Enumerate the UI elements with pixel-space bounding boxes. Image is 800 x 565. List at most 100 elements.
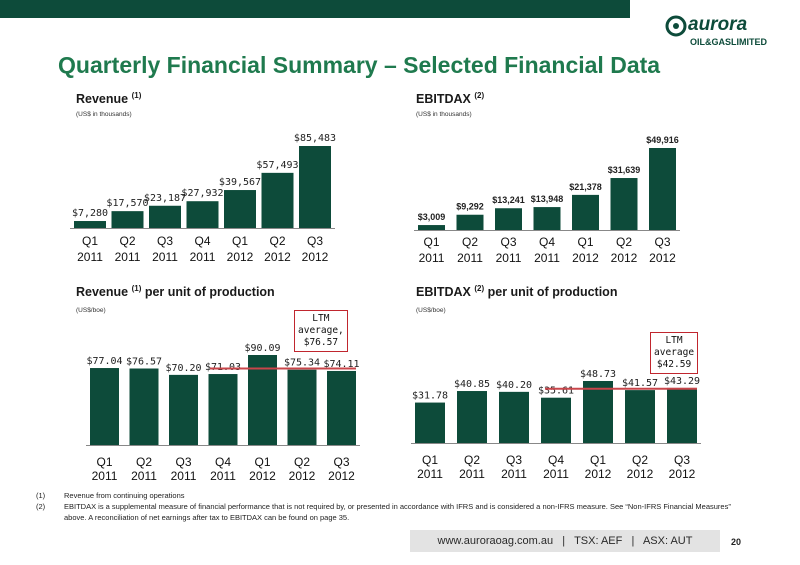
bar-q2-2011	[456, 214, 484, 230]
x-tick-quarter: Q1	[232, 234, 248, 248]
value-label: $74.11	[323, 359, 359, 370]
bar-q2-2011	[111, 211, 144, 228]
footer-contact-bar: www.auroraoag.com.au | TSX: AEF | ASX: A…	[410, 530, 720, 552]
revenue-per-unit-chart-title: Revenue (1) per unit of production	[76, 284, 275, 300]
bar-q3-2012	[299, 146, 331, 228]
ebitdax-chart-subtitle: (US$ in thousands)	[416, 111, 472, 118]
bar-q2-2012	[261, 172, 294, 228]
x-tick-year: 2011	[459, 467, 485, 481]
bar-q3-2011	[499, 391, 529, 443]
value-label: $39,567	[219, 177, 261, 188]
x-tick-year: 2011	[190, 250, 216, 264]
value-label: $3,009	[418, 212, 446, 222]
bar-q2-2011	[129, 368, 159, 445]
x-tick-quarter: Q2	[616, 235, 632, 249]
bar-q4-2011	[208, 374, 238, 445]
value-label: $75.34	[284, 358, 320, 369]
x-tick-quarter: Q1	[423, 235, 439, 249]
x-tick-quarter: Q3	[506, 453, 522, 467]
value-label: $40.85	[454, 379, 490, 390]
revenue-chart-title: Revenue (1)	[76, 91, 142, 107]
x-tick-year: 2011	[417, 467, 443, 481]
x-tick-quarter: Q3	[157, 234, 173, 248]
x-tick-quarter: Q1	[590, 453, 606, 467]
x-tick-year: 2011	[171, 469, 197, 483]
x-tick-quarter: Q2	[294, 455, 310, 469]
revenue-chart-subtitle: (US$ in thousands)	[76, 111, 132, 118]
x-tick-quarter: Q4	[539, 235, 555, 249]
x-tick-quarter: Q3	[333, 455, 349, 469]
x-tick-quarter: Q1	[422, 453, 438, 467]
ebitdax-ltm-average-box: LTM average $42.59	[650, 332, 699, 374]
x-tick-year: 2012	[585, 467, 612, 481]
x-tick-quarter: Q3	[674, 453, 690, 467]
x-tick-year: 2011	[543, 467, 569, 481]
x-tick-year: 2011	[534, 251, 560, 265]
x-tick-year: 2012	[302, 250, 329, 264]
value-label: $35.61	[538, 386, 574, 397]
x-tick-quarter: Q1	[254, 455, 270, 469]
x-tick-year: 2011	[115, 250, 141, 264]
top-banner	[0, 0, 630, 18]
x-tick-quarter: Q3	[654, 235, 670, 249]
bar-q3-2012	[667, 387, 697, 443]
ebitdax-per-unit-chart: $31.78Q12011$40.85Q22011$40.20Q32011$35.…	[411, 369, 701, 481]
x-tick-year: 2011	[457, 251, 483, 265]
value-label: $23,187	[144, 193, 186, 204]
value-label: $90.09	[244, 343, 280, 354]
value-label: $27,932	[181, 188, 223, 199]
x-tick-year: 2011	[152, 250, 178, 264]
ebitdax-chart-title: EBITDAX (2)	[416, 91, 485, 107]
bar-q1-2012	[248, 355, 277, 445]
x-tick-quarter: Q1	[577, 235, 593, 249]
x-tick-quarter: Q1	[82, 234, 98, 248]
bar-q3-2012	[649, 148, 676, 230]
x-tick-quarter: Q3	[500, 235, 516, 249]
x-tick-quarter: Q3	[307, 234, 323, 248]
value-label: $76.57	[126, 357, 162, 368]
value-label: $43.29	[664, 376, 700, 387]
value-label: $70.20	[165, 363, 201, 374]
value-label: $41.57	[622, 378, 658, 389]
bar-q1-2011	[90, 368, 119, 445]
x-tick-year: 2011	[419, 251, 445, 265]
x-tick-quarter: Q3	[175, 455, 191, 469]
bar-q2-2012	[287, 369, 317, 445]
x-tick-year: 2012	[227, 250, 254, 264]
x-tick-year: 2011	[496, 251, 522, 265]
aurora-logo: aurora OIL&GASLIMITED	[665, 14, 767, 47]
bar-q1-2011	[74, 221, 106, 228]
value-label: $49,916	[646, 135, 679, 145]
value-label: $13,948	[531, 194, 564, 204]
revenue-chart: $7,280 Q1 2011 $17,570 Q2 2011 $23,187 Q3 2011 $2…	[70, 133, 336, 264]
x-tick-quarter: Q4	[194, 234, 210, 248]
value-label: $31.78	[412, 391, 448, 402]
x-tick-quarter: Q2	[119, 234, 135, 248]
bar-q1-2011	[418, 225, 445, 230]
logo-swirl-icon	[665, 15, 687, 37]
revenue-per-unit-chart-subtitle: (US$/boe)	[76, 307, 106, 314]
x-tick-quarter: Q2	[269, 234, 285, 248]
value-label: $40.20	[496, 380, 532, 391]
x-tick-quarter: Q2	[632, 453, 648, 467]
page-title: Quarterly Financial Summary – Selected F…	[58, 52, 661, 78]
x-tick-quarter: Q4	[215, 455, 231, 469]
x-tick-year: 2012	[611, 251, 638, 265]
value-label: $13,241	[492, 195, 525, 205]
bar-q4-2011	[186, 201, 219, 228]
x-tick-year: 2011	[131, 469, 157, 483]
bar-q2-2012	[610, 178, 638, 230]
page-number: 20	[731, 537, 742, 547]
bar-q3-2011	[495, 208, 522, 230]
bar-q1-2012	[224, 190, 256, 228]
bar-q2-2012	[625, 390, 655, 443]
x-tick-year: 2011	[92, 469, 118, 483]
value-label: $85,483	[294, 133, 336, 144]
x-tick-year: 2012	[627, 467, 654, 481]
x-tick-year: 2012	[328, 469, 355, 483]
bar-q4-2011	[533, 207, 561, 230]
x-tick-quarter: Q2	[136, 455, 152, 469]
ebitdax-chart: $3,009 Q1 2011 $9,292 Q2 2011 $13,241 Q3 2011 $13…	[414, 135, 680, 265]
value-label: $17,570	[106, 198, 148, 209]
x-tick-year: 2012	[572, 251, 599, 265]
